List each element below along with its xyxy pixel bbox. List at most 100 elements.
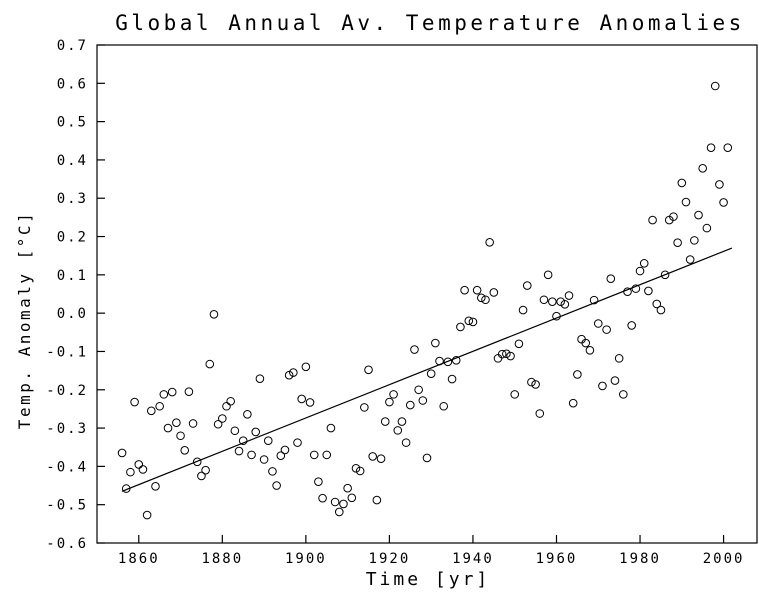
data-point [660, 270, 670, 280]
data-point [552, 311, 561, 321]
data-point [259, 455, 269, 464]
data-point [464, 316, 474, 326]
data-point [280, 445, 290, 455]
data-point [543, 270, 553, 280]
data-point [706, 143, 716, 152]
data-point [593, 319, 603, 328]
data-point [681, 197, 691, 207]
data-point [635, 266, 645, 276]
y-tick-label: 0.4 [57, 153, 88, 169]
data-point [255, 374, 265, 383]
data-point [201, 465, 210, 475]
data-point [723, 143, 733, 152]
data-point [397, 417, 407, 426]
data-point [439, 401, 449, 411]
data-point [284, 370, 294, 380]
data-point [585, 346, 595, 355]
data-point [372, 495, 382, 505]
data-point [410, 345, 419, 354]
data-point [451, 355, 461, 365]
data-point [560, 300, 570, 309]
data-point [564, 291, 574, 300]
data-point [518, 305, 528, 315]
x-tick-label: 1860 [118, 551, 160, 567]
y-tick-label: -0.4 [46, 459, 88, 475]
data-point [481, 295, 490, 305]
data-point [443, 357, 453, 367]
data-point [289, 368, 298, 377]
data-point [644, 286, 653, 296]
data-point [218, 414, 227, 423]
x-tick-label: 1960 [536, 551, 578, 567]
data-point [431, 338, 440, 348]
data-point [656, 305, 666, 315]
data-point [389, 390, 398, 399]
data-point [326, 423, 336, 433]
data-point [677, 178, 687, 188]
data-point [314, 477, 323, 487]
data-point [456, 322, 465, 332]
data-point [272, 481, 281, 490]
data-point [589, 295, 599, 305]
data-point [159, 390, 169, 399]
data-point [301, 362, 311, 372]
data-point [360, 403, 369, 412]
data-point [368, 452, 377, 461]
y-tick-label: 0.5 [57, 115, 88, 131]
data-point [627, 321, 636, 330]
y-tick-label: 0.0 [57, 306, 88, 322]
x-tick-label: 2000 [703, 551, 745, 567]
data-point [247, 450, 256, 460]
data-point [385, 397, 394, 407]
data-point [573, 370, 582, 379]
data-point [447, 374, 457, 384]
data-point [702, 223, 712, 233]
data-point [276, 451, 286, 460]
data-point [614, 354, 624, 363]
data-point [502, 349, 511, 359]
y-tick-label: -0.1 [46, 344, 88, 360]
data-point [418, 396, 428, 405]
data-point [126, 467, 135, 477]
data-point [405, 400, 415, 410]
data-point [339, 499, 348, 509]
data-point [121, 484, 131, 493]
y-tick-label: 0.1 [57, 268, 88, 284]
data-point [472, 285, 482, 295]
data-point [619, 390, 628, 399]
data-point [719, 198, 728, 207]
data-point [163, 423, 173, 433]
data-point [213, 419, 223, 429]
axes [96, 44, 758, 544]
x-tick-label: 1940 [452, 551, 494, 567]
data-point [673, 238, 682, 247]
data-point [330, 497, 340, 507]
y-axis-label: Temp. Anomaly [°C] [15, 211, 34, 429]
data-point [197, 471, 206, 481]
data-point [690, 236, 699, 245]
data-point [209, 310, 219, 319]
data-point [568, 398, 578, 408]
data-point [648, 215, 657, 225]
data-point [602, 325, 611, 334]
data-point [606, 274, 616, 283]
data-point [631, 284, 641, 293]
data-point [180, 445, 190, 455]
y-tick-label: 0.2 [57, 230, 88, 246]
data-point [610, 376, 620, 385]
chart-title: Global Annual Av. Temperature Anomalies [115, 11, 745, 35]
data-point [192, 457, 202, 467]
data-point [334, 507, 344, 517]
data-point [698, 164, 707, 173]
data-point [351, 464, 361, 473]
y-tick-label: 0.7 [57, 38, 88, 54]
data-point [347, 493, 357, 503]
y-tick-label: 0.6 [57, 76, 88, 92]
data-point [493, 354, 503, 363]
data-point [205, 359, 215, 369]
data-point [468, 317, 478, 327]
data-point [548, 297, 557, 306]
data-point [527, 377, 536, 387]
data-point [184, 387, 194, 396]
